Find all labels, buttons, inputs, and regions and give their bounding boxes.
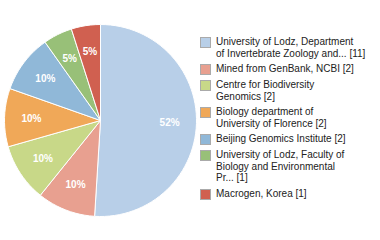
svg-text:10%: 10%: [21, 113, 41, 124]
svg-text:5%: 5%: [83, 46, 98, 57]
html-text:Beijing Genomics Institute [2]: Beijing Genomics Institute [2]: [216, 133, 346, 145]
svg-text:5%: 5%: [62, 53, 77, 64]
html-text:Mined from GenBank, NCBI [2]: Mined from GenBank, NCBI [2]: [216, 63, 354, 75]
html-text:University of Lodz, Faculty of: University of Lodz, Faculty of Biology a…: [216, 149, 345, 184]
html-text:Macrogen, Korea [1]: Macrogen, Korea [1]: [216, 187, 307, 199]
html-text:University of Lodz, Department: University of Lodz, Department of Invert…: [216, 36, 366, 59]
svg-text:10%: 10%: [66, 179, 86, 190]
svg-text:10%: 10%: [35, 73, 55, 84]
html-text:Biology department of Universi: Biology department of University of Flor…: [216, 106, 327, 129]
svg-text:10%: 10%: [33, 153, 53, 164]
svg-text:52%: 52%: [160, 117, 180, 128]
html-text:Centre for Biodiversity Genomi: Centre for Biodiversity Genomics [2]: [216, 79, 315, 102]
